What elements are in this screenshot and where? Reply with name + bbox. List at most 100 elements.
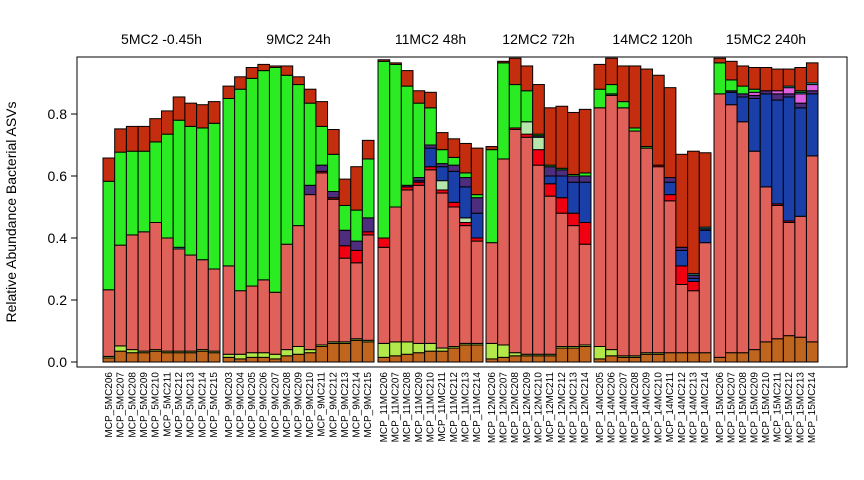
axes-layer: 0.0 0.2 0.4 0.6 0.8 Relative Abundance Bacte… xyxy=(3,56,848,370)
bar-segment xyxy=(172,352,186,363)
bar-segment xyxy=(555,212,569,347)
bar-segment xyxy=(315,172,329,346)
bar-segment xyxy=(447,206,461,347)
bar-segment xyxy=(222,265,236,355)
bar-segment xyxy=(628,356,642,363)
bar-segment xyxy=(184,102,198,127)
bar-segment xyxy=(555,169,569,177)
bar-segment xyxy=(520,121,534,135)
bar-segment xyxy=(794,107,807,217)
bar-segment xyxy=(424,91,437,109)
bar-segment xyxy=(350,166,363,211)
bar-segment xyxy=(268,65,282,68)
plot-frame xyxy=(76,56,848,368)
bar-segment xyxy=(389,355,402,363)
y-tick-label: 0.6 xyxy=(48,168,68,184)
bar-segment xyxy=(222,85,236,99)
bar-segment xyxy=(377,246,391,344)
bar-segment xyxy=(257,279,270,354)
bar-segment xyxy=(520,136,534,355)
bar-segment xyxy=(794,93,807,104)
x-tick-label: MCP_12MC209 xyxy=(522,372,533,444)
x-tick-label: MCP_14MC211 xyxy=(665,372,676,443)
bar-segment xyxy=(361,217,375,233)
group-title: 14MC2 120h xyxy=(612,31,692,47)
bar-segment xyxy=(748,67,761,90)
bar-segment xyxy=(184,254,198,352)
bar-segment xyxy=(675,153,689,248)
bar-segment xyxy=(578,108,592,174)
bar-segment xyxy=(459,344,472,363)
bar-segment xyxy=(520,90,534,123)
bar-segment xyxy=(555,197,569,214)
bar-segment xyxy=(292,353,305,363)
bar-segment xyxy=(377,59,391,62)
x-tick-label: MCP_14MC213 xyxy=(689,372,700,444)
bar-segment xyxy=(782,335,796,363)
bar-segment xyxy=(172,119,186,248)
bar-segment xyxy=(447,138,461,158)
bar-segment xyxy=(196,259,209,351)
bar-segment xyxy=(470,212,484,239)
bar-segment xyxy=(196,104,209,129)
bar-segment xyxy=(102,180,116,291)
x-tick-label: MCP_9MC213 xyxy=(340,372,351,438)
x-tick-label: MCP_5MC207 xyxy=(116,372,127,438)
bar-segment xyxy=(400,341,414,355)
bar-segment xyxy=(350,240,363,251)
bar-segment xyxy=(663,194,677,202)
bar-segment xyxy=(125,150,139,236)
bar-segment xyxy=(805,341,819,363)
bar-segment xyxy=(137,352,151,363)
group-titles: 5MC2 -0.45h 9MC2 24h 11MC2 48h 12MC2 72h 14M… xyxy=(121,31,806,47)
x-tick-label: MCP_9MC210 xyxy=(305,372,316,438)
bar-segment xyxy=(377,356,391,363)
y-tick-label: 0.0 xyxy=(48,354,68,370)
group-title: 9MC2 24h xyxy=(266,31,331,47)
bar-segment xyxy=(687,280,700,292)
bar-segment xyxy=(292,346,305,355)
bar-segment xyxy=(759,93,773,188)
bar-segment xyxy=(102,289,116,357)
bar-segment xyxy=(748,150,761,351)
bar-segment xyxy=(327,129,340,155)
x-tick-label: MCP_15MC207 xyxy=(726,372,737,444)
bar-segment xyxy=(184,352,198,363)
bar-segment xyxy=(172,248,186,352)
bar-segment xyxy=(736,96,750,123)
bar-segment xyxy=(805,155,819,343)
x-tick-label: MCP_15MC209 xyxy=(749,372,760,444)
bar-segment xyxy=(222,356,236,363)
bar-segment xyxy=(114,350,127,363)
bar-segment xyxy=(350,249,363,264)
bar-segment xyxy=(114,151,127,246)
bar-segment xyxy=(459,142,472,174)
x-tick-label: MCP_15MC208 xyxy=(738,372,749,444)
x-tick-label: MCP_15MC206 xyxy=(715,372,726,444)
bar-segment xyxy=(447,347,461,363)
bar-segment xyxy=(412,352,426,363)
bar-segment xyxy=(234,353,247,360)
bar-segment xyxy=(771,338,784,363)
bar-segment xyxy=(508,355,522,363)
bar-segment xyxy=(350,209,363,242)
bar-segment xyxy=(470,197,484,214)
x-tick-labels: MCP_5MC206 MCP_5MC207 MCP_5MC208 MCP_5MC209… xyxy=(104,372,818,444)
bar-segment xyxy=(338,229,352,247)
bar-segment xyxy=(748,349,761,363)
bar-segment xyxy=(782,222,796,337)
x-tick-label: MCP_9MC209 xyxy=(294,372,305,438)
bar-segment xyxy=(137,125,151,152)
bar-segment xyxy=(520,65,534,92)
bar-segment xyxy=(327,198,340,343)
bar-segment xyxy=(245,67,259,79)
bar-segment xyxy=(497,344,510,358)
x-tick-label: MCP_12MC213 xyxy=(569,372,580,444)
x-tick-label: MCP_9MC205 xyxy=(247,372,258,438)
bar-segment xyxy=(725,104,738,354)
bar-segment xyxy=(520,355,534,363)
group-title: 15MC2 240h xyxy=(726,31,806,47)
bar-segment xyxy=(327,191,340,199)
bar-segment xyxy=(687,150,700,275)
bar-segment xyxy=(771,99,784,205)
